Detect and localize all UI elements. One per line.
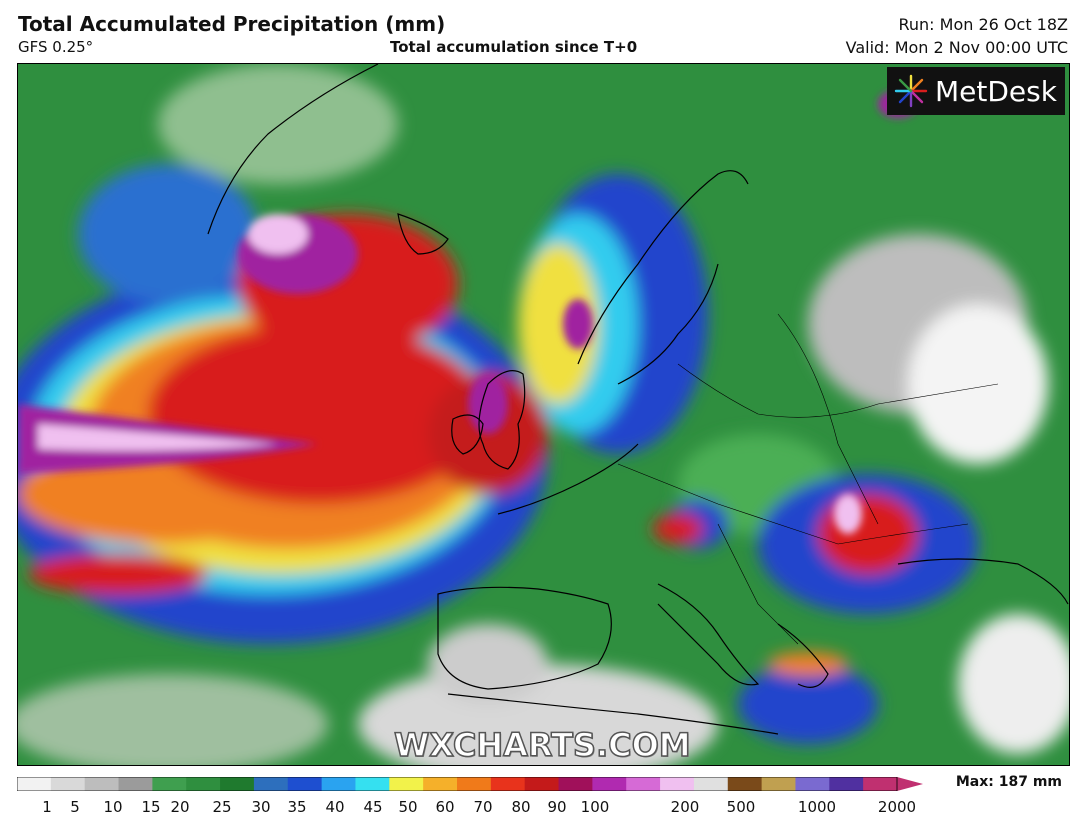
colorbar-tick-label: 100 xyxy=(580,798,610,816)
colorbar-tick-label: 60 xyxy=(435,798,455,816)
colorbar-tick-label: 50 xyxy=(398,798,418,816)
coast-france-north xyxy=(497,443,639,515)
coast-norway xyxy=(577,170,749,365)
colorbar-segment xyxy=(524,777,560,791)
map-canvas xyxy=(18,64,1069,765)
colorbar-border xyxy=(17,777,898,791)
coast-ireland xyxy=(451,414,484,455)
borders xyxy=(617,313,999,645)
colorbar-segment xyxy=(423,777,458,791)
coast-iberia xyxy=(437,586,612,690)
colorbar-segment xyxy=(321,777,356,791)
colorbar-segment xyxy=(558,777,593,791)
colorbar-segment xyxy=(186,777,221,791)
dry-area-middle-east xyxy=(958,614,1069,754)
coast-greenland xyxy=(207,64,379,235)
colorbar-tick-label: 40 xyxy=(325,798,345,816)
colorbar-tick-label: 25 xyxy=(212,798,232,816)
dry-area-east xyxy=(908,304,1048,464)
model-label: GFS 0.25° xyxy=(18,38,94,56)
colorbar-tick-label: 30 xyxy=(251,798,271,816)
metdesk-logo: MetDesk xyxy=(887,67,1065,115)
colorbar-segment xyxy=(220,777,255,791)
blue-band-west xyxy=(78,164,258,304)
colorbar-segment xyxy=(118,777,153,791)
colorbar-segment xyxy=(795,777,830,791)
colorbar-tick-label: 35 xyxy=(287,798,307,816)
colorbar-segment xyxy=(50,777,86,791)
chart-subtitle: Total accumulation since T+0 xyxy=(390,38,638,56)
coast-north-africa xyxy=(447,693,779,735)
pink-streak-atlantic xyxy=(38,424,278,451)
colorbar-segment xyxy=(626,777,661,791)
logo-text: MetDesk xyxy=(935,74,1057,108)
colorbar-segment xyxy=(693,777,729,791)
colorbar-tick-label: 1000 xyxy=(797,798,837,816)
greenland-area xyxy=(158,64,398,184)
colorbar-labels: 1 5 10 15 20 25 30 35 40 45 50 60 70 80 90 100 200 500 100… xyxy=(17,798,923,818)
pink-core-iceland xyxy=(248,214,308,254)
coast-italy xyxy=(657,583,760,686)
orange-core-greece xyxy=(768,652,848,676)
coast-iceland xyxy=(397,213,449,255)
colorbar-segment xyxy=(863,777,898,791)
red-core-romania xyxy=(818,494,918,574)
precipitation-map: MetDesk WXCHARTS.COM xyxy=(17,63,1070,766)
colorbar-tick-label: 10 xyxy=(103,798,123,816)
colorbar-segment xyxy=(17,777,52,791)
coast-great-britain xyxy=(478,370,526,470)
colorbar-segment xyxy=(660,777,695,791)
colorbar-segment xyxy=(761,777,796,791)
colorbar-segment xyxy=(727,777,763,791)
colorbar-tick-label: 15 xyxy=(141,798,161,816)
coast-greece xyxy=(777,623,829,688)
color-bar xyxy=(17,777,923,791)
dry-area-iberia xyxy=(428,624,548,704)
colorbar-tick-label: 5 xyxy=(70,798,80,816)
blue-band-aegean xyxy=(738,664,878,744)
border-line-2 xyxy=(677,363,999,418)
colorbar-segment xyxy=(457,777,492,791)
chart-title: Total Accumulated Precipitation (mm) xyxy=(18,12,446,36)
colorbar-segment xyxy=(84,777,120,791)
colorbar-tick-label: 70 xyxy=(473,798,493,816)
colorbar-tick-label: 20 xyxy=(170,798,190,816)
colorbar-tick-label: 90 xyxy=(547,798,567,816)
light-area-atlantic xyxy=(18,674,328,765)
red-core-south xyxy=(28,554,208,594)
border-line-1 xyxy=(617,463,969,545)
colorbar-segment xyxy=(355,777,390,791)
valid-time: Valid: Mon 2 Nov 00:00 UTC xyxy=(845,38,1068,57)
red-core-atlantic xyxy=(148,324,488,504)
colorbar-arrow xyxy=(897,777,923,791)
colorbar-tick-label: 200 xyxy=(670,798,700,816)
colorbar-segment xyxy=(389,777,424,791)
colorbar-segment xyxy=(287,777,323,791)
colorbar-segment xyxy=(829,777,864,791)
coast-black-sea xyxy=(897,558,1069,605)
colorbar-tick-label: 2000 xyxy=(877,798,917,816)
watermark: WXCHARTS.COM xyxy=(393,725,691,765)
colorbar-tick-label: 45 xyxy=(363,798,383,816)
colorbar-segment xyxy=(152,777,187,791)
starburst-logo-icon xyxy=(894,74,928,108)
coastlines xyxy=(207,64,1069,735)
colorbar-segment xyxy=(592,777,627,791)
border-line-4 xyxy=(777,313,879,525)
colorbar-segment xyxy=(490,777,526,791)
colorbar-tick-label: 80 xyxy=(511,798,531,816)
max-label: Max: 187 mm xyxy=(955,774,1062,790)
purple-core-norway xyxy=(563,299,593,349)
run-time: Run: Mon 26 Oct 18Z xyxy=(898,15,1069,34)
red-core-alps xyxy=(653,514,703,544)
colorbar-segment xyxy=(253,777,289,791)
purple-core-scotland xyxy=(468,374,508,434)
colorbar-tick-label: 500 xyxy=(726,798,756,816)
pink-core-romania xyxy=(834,494,862,534)
colorbar-tick-label: 1 xyxy=(42,798,52,816)
border-line-3 xyxy=(717,523,799,645)
coast-sweden xyxy=(617,263,719,385)
